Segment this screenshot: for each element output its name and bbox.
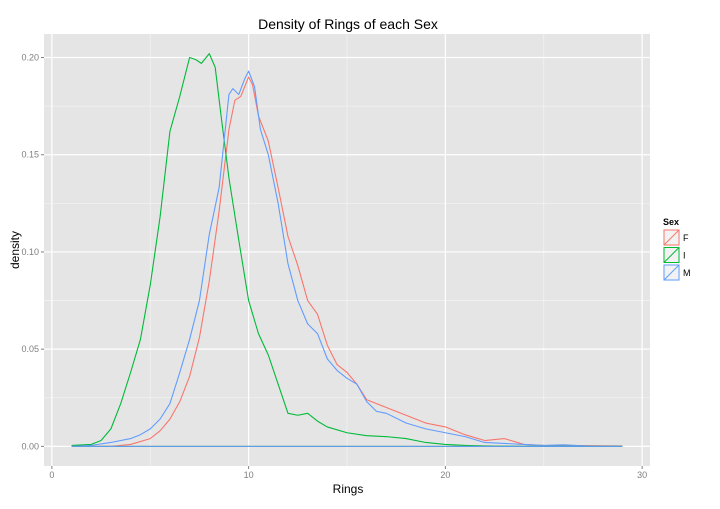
y-tick-label: 0.00	[21, 441, 39, 451]
major-gridlines	[44, 34, 650, 466]
y-tick-label: 0.20	[21, 53, 39, 63]
y-tick-label: 0.15	[21, 150, 39, 160]
y-tick-label: 0.10	[21, 247, 39, 257]
x-axis-ticks: 0 10 20 30	[49, 466, 647, 480]
legend-title: Sex	[663, 217, 679, 227]
legend-key-line-M	[663, 264, 680, 281]
legend-key-line-I	[663, 247, 680, 263]
density-line-F	[71, 76, 623, 447]
density-line-M	[71, 70, 623, 447]
legend-key-line-F	[663, 229, 680, 246]
legend-key-box-I	[663, 247, 680, 263]
chart-title: Density of Rings of each Sex	[258, 16, 438, 32]
density-line-I	[71, 53, 623, 447]
x-tick-label: 30	[637, 470, 647, 480]
y-tick-label: 0.05	[21, 344, 39, 354]
legend: Sex FIM	[662, 217, 691, 282]
x-tick-label: 10	[244, 470, 254, 480]
legend-label-I: I	[683, 251, 686, 261]
x-tick-label: 20	[440, 470, 450, 480]
x-tick-label: 0	[49, 470, 54, 480]
minor-gridlines	[44, 34, 650, 466]
legend-label-M: M	[683, 268, 691, 278]
y-axis-label: density	[8, 231, 22, 269]
legend-key-box-M	[663, 264, 680, 281]
y-axis-ticks: 0.00 0.05 0.10 0.15 0.20	[21, 53, 44, 451]
legend-label-F: F	[683, 233, 689, 243]
legend-key-box-F	[663, 229, 680, 246]
series-lines	[71, 53, 623, 447]
x-axis-label: Rings	[333, 482, 364, 496]
